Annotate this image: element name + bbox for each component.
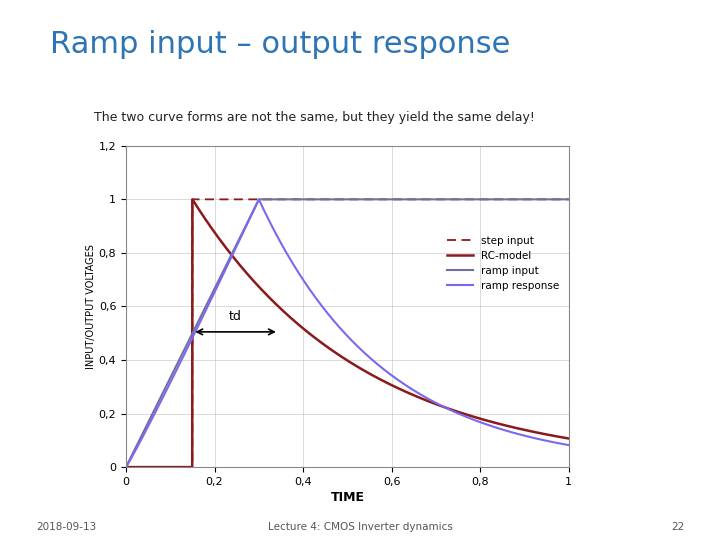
X-axis label: TIME: TIME — [330, 491, 364, 504]
Legend: step input, RC-model, ramp input, ramp response: step input, RC-model, ramp input, ramp r… — [443, 231, 564, 295]
Text: The two curve forms are not the same, but they yield the same delay!: The two curve forms are not the same, bu… — [94, 111, 534, 124]
Text: Ramp input – output response: Ramp input – output response — [50, 30, 510, 59]
Text: td: td — [229, 309, 242, 322]
Text: Lecture 4: CMOS Inverter dynamics: Lecture 4: CMOS Inverter dynamics — [268, 522, 452, 532]
Y-axis label: INPUT/OUTPUT VOLTAGES: INPUT/OUTPUT VOLTAGES — [86, 244, 96, 369]
Text: 2018-09-13: 2018-09-13 — [36, 522, 96, 532]
Text: 22: 22 — [671, 522, 684, 532]
